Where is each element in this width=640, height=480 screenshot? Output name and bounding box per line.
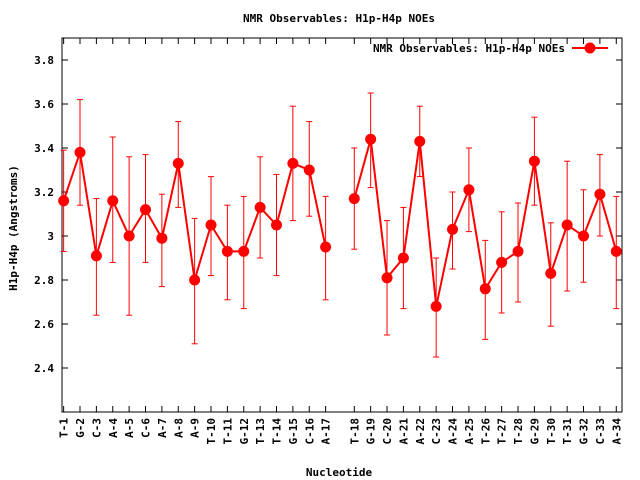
x-tick-label: C-16 — [303, 418, 316, 445]
y-tick-label: 2.8 — [34, 274, 54, 287]
plot-frame — [61, 37, 623, 413]
x-tick-label: G-19 — [365, 418, 378, 445]
y-tick-label: 2.4 — [34, 362, 54, 375]
x-tick-label: A-21 — [397, 418, 410, 445]
data-point — [610, 245, 622, 257]
x-tick-label: C-6 — [140, 418, 153, 438]
data-point — [496, 256, 508, 268]
x-tick-label: T-13 — [254, 418, 267, 445]
x-tick-label: A-4 — [107, 418, 120, 438]
data-point — [414, 135, 426, 147]
data-point — [271, 219, 283, 231]
data-point — [123, 230, 135, 242]
data-point — [381, 272, 393, 284]
axes: 2.4 2.6 2.8 3 3.2 3.4 3.6 3.8 T-1 G-2 C-3 A-4 A-5 C-6… — [34, 37, 623, 445]
x-tick-label: A-9 — [189, 418, 202, 438]
y-tick-label: 2.6 — [34, 318, 54, 331]
data-point — [287, 157, 299, 169]
x-tick-label: G-12 — [238, 418, 251, 445]
x-tick-label: A-25 — [463, 418, 476, 445]
data-point — [156, 232, 168, 244]
data-point — [303, 164, 315, 176]
x-tick-label: C-23 — [430, 418, 443, 445]
data-point — [365, 133, 377, 145]
data-point — [107, 195, 119, 207]
x-tick-label: A-17 — [320, 418, 333, 445]
x-tick-label: C-3 — [90, 418, 103, 438]
data-point — [254, 201, 266, 213]
x-axis-label: Nucleotide — [306, 466, 373, 479]
x-tick-label: A-34 — [610, 418, 623, 445]
data-point — [238, 245, 250, 257]
data-point — [348, 193, 360, 205]
y-axis-label: H1p-H4p (Angstroms) — [7, 165, 20, 291]
data-point — [479, 283, 491, 295]
data-point — [90, 250, 102, 262]
data-point — [512, 245, 524, 257]
legend-label: NMR Observables: H1p-H4p NOEs — [373, 42, 565, 55]
data-point — [528, 155, 540, 167]
x-tick-label: T-14 — [271, 418, 284, 445]
data-point — [172, 157, 184, 169]
x-tick-label: G-2 — [74, 418, 87, 438]
data-point — [594, 188, 606, 200]
legend: NMR Observables: H1p-H4p NOEs — [373, 42, 608, 55]
data-point — [205, 219, 217, 231]
data-point — [74, 146, 86, 158]
x-tick-label: T-18 — [348, 418, 361, 445]
data-point — [221, 245, 233, 257]
data-point — [397, 252, 409, 264]
data-point — [463, 184, 475, 196]
data-point — [561, 219, 573, 231]
data-point — [189, 274, 201, 286]
x-tick-label: T-31 — [561, 418, 574, 445]
data-point — [447, 223, 459, 235]
legend-marker — [584, 42, 596, 54]
x-tick-label: T-11 — [221, 418, 234, 445]
data-point — [140, 204, 152, 216]
data-point — [320, 241, 332, 253]
x-tick-label: T-28 — [512, 418, 525, 445]
x-tick-label: T-27 — [496, 418, 509, 445]
y-tick-label: 3.4 — [34, 142, 54, 155]
x-tick-label: A-24 — [447, 418, 460, 445]
x-tick-label: T-10 — [205, 418, 218, 445]
x-tick-label: T-1 — [58, 418, 71, 438]
x-tick-label: A-5 — [123, 418, 136, 438]
x-tick-label: T-30 — [545, 418, 558, 445]
data-point — [578, 230, 590, 242]
series-layer — [58, 92, 622, 358]
x-tick-label: G-29 — [528, 418, 541, 445]
y-tick-label: 3 — [47, 230, 54, 243]
x-tick-label: G-32 — [578, 418, 591, 445]
data-point — [545, 267, 557, 279]
chart-title: NMR Observables: H1p-H4p NOEs — [243, 12, 435, 25]
x-tick-label: A-22 — [414, 418, 427, 445]
y-tick-label: 3.6 — [34, 98, 54, 111]
y-tick-label: 3.2 — [34, 186, 54, 199]
data-point — [58, 195, 70, 207]
x-tick-label: G-15 — [287, 418, 300, 445]
x-tick-label: C-20 — [381, 418, 394, 445]
x-tick-label: A-8 — [172, 418, 185, 438]
x-tick-label: T-26 — [479, 418, 492, 445]
x-tick-label: A-7 — [156, 418, 169, 438]
data-point — [430, 300, 442, 312]
x-tick-label: C-33 — [594, 418, 607, 445]
y-tick-label: 3.8 — [34, 54, 54, 67]
